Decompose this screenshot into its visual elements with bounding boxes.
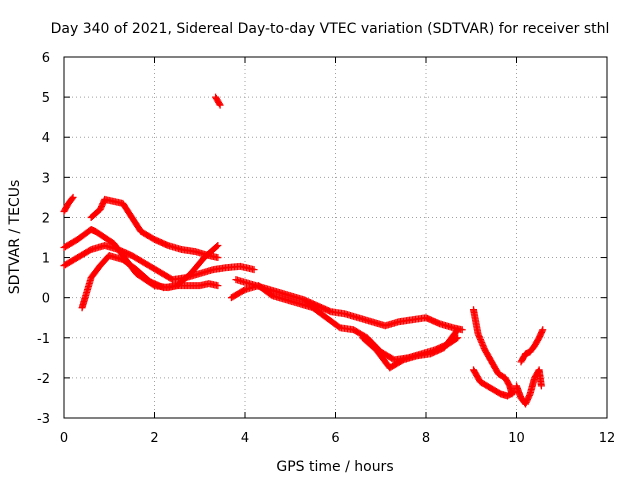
data-point	[68, 195, 76, 203]
x-tick-label: 6	[331, 431, 339, 446]
y-tick-label: -3	[37, 412, 50, 427]
x-tick-label: 2	[150, 431, 158, 446]
data-series-seg-k	[513, 366, 545, 408]
x-tick-label: 0	[60, 431, 68, 446]
y-tick-label: 4	[42, 131, 50, 146]
x-tick-label: 4	[241, 431, 249, 446]
y-tick-label: 2	[42, 211, 50, 226]
data-series-seg-l	[517, 326, 547, 366]
grid-layer	[64, 57, 607, 418]
data-point	[214, 242, 222, 250]
data-point	[69, 193, 77, 201]
chart-title: Day 340 of 2021, Sidereal Day-to-day VTE…	[51, 21, 610, 37]
y-tick-label: 6	[42, 51, 50, 66]
data-point	[214, 254, 222, 262]
data-series-seg-d	[87, 195, 222, 262]
data-point	[250, 266, 258, 274]
data-point	[454, 326, 462, 334]
y-tick-label: -2	[37, 372, 50, 387]
y-tick-label: 1	[42, 252, 50, 267]
x-axis-label: GPS time / hours	[276, 459, 393, 475]
data-point	[213, 243, 221, 251]
y-tick-label: 3	[42, 171, 50, 186]
x-tick-label: 8	[422, 431, 430, 446]
data-series-seg-h	[359, 326, 462, 372]
y-tick-label: 0	[42, 292, 50, 307]
data-series-seg-b	[60, 242, 258, 284]
data-series-seg-g	[232, 276, 466, 334]
data-series-seg-c	[78, 242, 222, 312]
data-point	[453, 327, 461, 335]
x-tick-label: 10	[508, 431, 525, 446]
x-tick-label: 12	[599, 431, 616, 446]
data-series-seg-e	[212, 93, 224, 109]
data-point	[215, 100, 223, 108]
y-tick-label: -1	[37, 332, 50, 347]
y-axis-label: SDTVAR / TECUs	[7, 180, 23, 295]
data-point	[539, 326, 547, 334]
y-tick-label: 5	[42, 91, 50, 106]
data-series-seg-i	[470, 306, 516, 398]
data-layer	[60, 93, 547, 408]
data-point	[510, 388, 518, 396]
data-point	[509, 389, 517, 397]
data-series-seg-early-high	[60, 193, 77, 215]
data-point	[214, 282, 222, 290]
data-series-seg-j	[470, 366, 518, 400]
data-point	[537, 382, 545, 390]
data-point	[454, 334, 462, 342]
data-point	[216, 101, 224, 109]
